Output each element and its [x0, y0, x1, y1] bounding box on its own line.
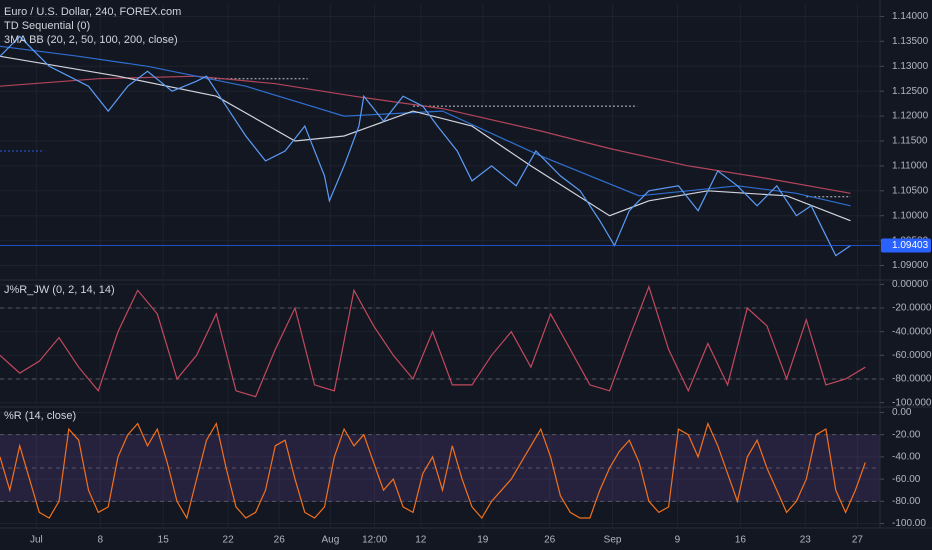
y-tick-label: 1.10000 [892, 210, 929, 221]
last-price-label: 1.09403 [892, 240, 929, 251]
y-tick-label: 1.11000 [892, 161, 928, 172]
y-tick-label: -80.00000 [892, 374, 932, 385]
y-tick-label: -40.00 [892, 452, 921, 463]
y-tick-label: 1.09000 [892, 260, 929, 271]
x-tick-label: 19 [477, 535, 489, 546]
pane-title: J%R_JW (0, 2, 14, 14) [4, 284, 115, 296]
y-tick-label: -20.00 [892, 429, 921, 440]
y-tick-label: -100.00 [892, 518, 926, 529]
x-tick-label: Jul [30, 535, 43, 546]
y-tick-label: -40.00000 [892, 326, 932, 337]
y-tick-label: 1.12500 [892, 86, 929, 97]
y-tick-label: 1.11500 [892, 136, 928, 147]
y-tick-label: -80.00 [892, 496, 921, 507]
y-tick-label: -60.00 [892, 474, 921, 485]
indicator-label: 3MA BB (20, 2, 50, 100, 200, close) [4, 34, 178, 46]
series-line [0, 421, 866, 520]
indicator-label: TD Sequential (0) [4, 20, 90, 32]
y-tick-label: 0.00000 [892, 279, 929, 290]
pane-title: %R (14, close) [4, 410, 76, 422]
x-tick-label: Sep [604, 535, 622, 546]
y-tick-label: 1.13000 [892, 61, 929, 72]
x-tick-label: 15 [158, 535, 170, 546]
x-tick-label: 12:00 [362, 535, 387, 546]
x-tick-label: 12 [415, 535, 427, 546]
x-tick-label: 22 [223, 535, 235, 546]
x-tick-label: 23 [800, 535, 812, 546]
y-tick-label: 0.00 [892, 407, 912, 418]
series-line [0, 75, 851, 194]
x-tick-label: 27 [852, 535, 864, 546]
y-tick-label: 1.13500 [892, 36, 929, 47]
y-tick-label: -60.00000 [892, 350, 932, 361]
x-tick-label: 9 [675, 535, 681, 546]
pane-title: Euro / U.S. Dollar, 240, FOREX.com [4, 6, 181, 18]
x-tick-label: Aug [321, 535, 339, 546]
last-price-box [881, 238, 931, 253]
y-tick-label: -20.00000 [892, 303, 932, 314]
series-line [0, 35, 851, 257]
x-tick-label: 16 [735, 535, 747, 546]
y-tick-label: 1.12000 [892, 111, 929, 122]
x-tick-label: 26 [544, 535, 556, 546]
y-tick-label: 1.10500 [892, 185, 929, 196]
x-tick-label: 8 [98, 535, 104, 546]
x-tick-label: 26 [274, 535, 286, 546]
series-line [0, 284, 866, 398]
series-line [0, 45, 851, 207]
y-tick-label: -100.00000 [892, 397, 932, 408]
y-tick-label: 1.14000 [892, 11, 929, 22]
